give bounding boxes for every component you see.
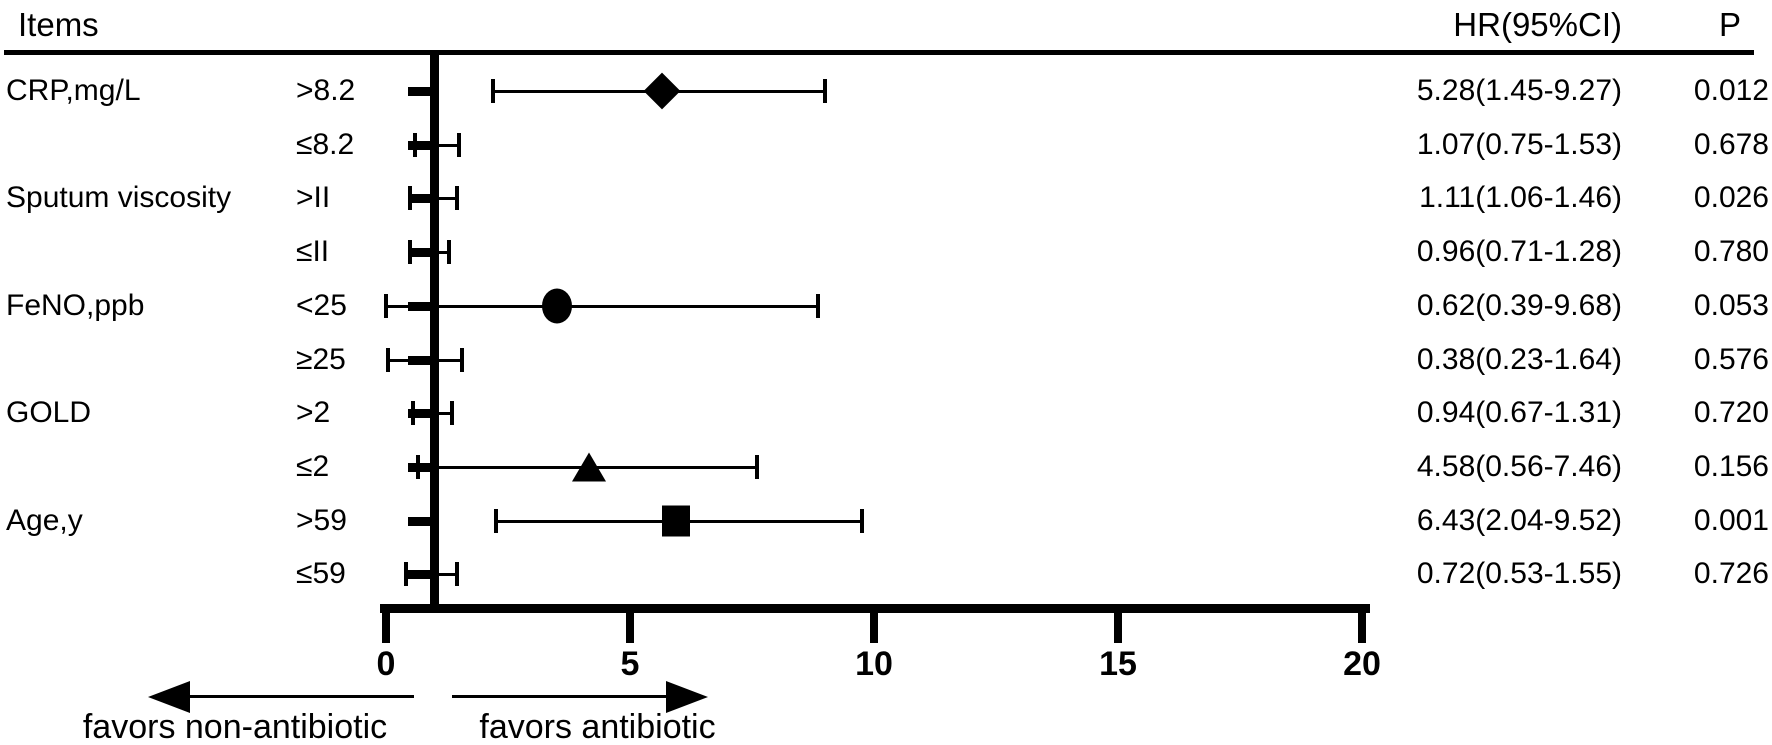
- x-axis-tick: [626, 612, 634, 643]
- ci-cap-low: [493, 508, 498, 533]
- p-value: 0.576: [1693, 342, 1769, 376]
- row-subgroup-label: >2: [296, 396, 331, 430]
- row-group-label: Age,y: [6, 503, 83, 537]
- hr-ci-value: 0.72(0.53-1.55): [1416, 557, 1622, 591]
- p-value: 0.156: [1693, 449, 1769, 483]
- ci-cap-high: [754, 454, 759, 479]
- estimate-dash: [408, 409, 439, 419]
- ci-cap-low: [491, 79, 496, 103]
- x-axis-tick: [1114, 612, 1122, 643]
- hr-ci-value: 5.28(1.45-9.27): [1416, 74, 1622, 107]
- p-value: 0.053: [1693, 288, 1769, 322]
- ci-cap-high: [859, 508, 864, 533]
- x-axis-line: [380, 604, 1370, 613]
- hr-ci-value: 0.62(0.39-9.68): [1416, 288, 1622, 322]
- x-axis-tick-label: 20: [1343, 645, 1381, 683]
- p-value: 0.780: [1693, 235, 1769, 269]
- ci-cap-high: [815, 293, 820, 318]
- square-marker: [662, 505, 691, 537]
- row-group-label: CRP,mg/L: [6, 74, 141, 107]
- row-subgroup-label: >8.2: [296, 74, 356, 107]
- estimate-dash: [408, 87, 439, 96]
- hr-ci-value: 6.43(2.04-9.52): [1416, 503, 1622, 537]
- header-rule: [4, 50, 1754, 55]
- estimate-dash: [408, 194, 439, 204]
- row-subgroup-label: ≤59: [296, 557, 346, 591]
- estimate-dash: [408, 140, 439, 150]
- p-value: 0.012: [1693, 74, 1769, 107]
- reference-line: [430, 50, 439, 613]
- row-subgroup-label: ≤2: [296, 449, 330, 483]
- ci-cap-low: [403, 562, 408, 587]
- ci-cap-low: [386, 347, 391, 372]
- ci-cap-high: [459, 347, 464, 372]
- ci-cap-high: [447, 240, 452, 265]
- ci-cap-high: [449, 401, 454, 426]
- x-axis-tick-label: 0: [376, 645, 396, 683]
- ci-cap-high: [823, 79, 828, 103]
- estimate-dash: [408, 301, 439, 311]
- x-axis-tick-label: 15: [1099, 645, 1137, 683]
- favors-antibiotic-label: favors antibiotic: [479, 708, 716, 745]
- row-subgroup-label: <25: [296, 288, 347, 322]
- row-group-label: GOLD: [6, 396, 92, 430]
- estimate-dash: [408, 570, 439, 580]
- row-subgroup-label: >59: [296, 503, 347, 537]
- row-subgroup-label: ≤II: [296, 235, 330, 269]
- column-header-hr-ci: HR(95%CI): [1453, 6, 1622, 43]
- estimate-dash: [408, 516, 439, 526]
- row-subgroup-label: >II: [296, 181, 331, 215]
- right-arrow-shaft: [452, 695, 670, 698]
- p-value: 0.720: [1693, 396, 1769, 430]
- estimate-dash: [408, 248, 439, 258]
- triangle-marker: [571, 452, 606, 482]
- hr-ci-value: 0.38(0.23-1.64): [1416, 342, 1622, 376]
- ci-cap-high: [457, 132, 462, 157]
- x-axis-tick-label: 5: [620, 645, 640, 683]
- diamond-marker: [643, 72, 681, 110]
- row-group-label: Sputum viscosity: [6, 181, 232, 215]
- p-value: 0.026: [1693, 181, 1769, 215]
- ci-cap-high: [454, 186, 459, 211]
- column-header-p: P: [1718, 6, 1741, 43]
- row-subgroup-label: ≥25: [296, 342, 346, 376]
- hr-ci-value: 0.96(0.71-1.28): [1416, 235, 1622, 269]
- p-value: 0.726: [1693, 557, 1769, 591]
- x-axis-tick: [1358, 612, 1366, 643]
- p-value: 0.001: [1693, 503, 1769, 537]
- hr-ci-value: 1.07(0.75-1.53): [1416, 127, 1622, 161]
- left-arrow-shaft: [182, 695, 414, 698]
- x-axis-tick-label: 10: [855, 645, 893, 683]
- ci-line: [386, 304, 818, 308]
- row-group-label: FeNO,ppb: [6, 288, 145, 322]
- left-arrow-icon: [148, 681, 190, 713]
- hr-ci-value: 1.11(1.06-1.46): [1419, 181, 1622, 215]
- favors-non-antibiotic-label: favors non-antibiotic: [82, 708, 388, 745]
- ci-cap-low: [384, 293, 388, 318]
- right-arrow-icon: [666, 681, 708, 713]
- p-value: 0.678: [1693, 127, 1769, 161]
- hr-ci-value: 4.58(0.56-7.46): [1416, 449, 1622, 483]
- ci-cap-high: [454, 562, 459, 587]
- estimate-dash: [408, 355, 439, 365]
- x-axis-tick: [870, 612, 878, 643]
- row-subgroup-label: ≤8.2: [296, 127, 355, 161]
- estimate-dash: [408, 462, 439, 472]
- x-axis-tick: [382, 612, 390, 643]
- circle-marker: [541, 288, 572, 324]
- column-header-items: Items: [18, 6, 99, 43]
- hr-ci-value: 0.94(0.67-1.31): [1416, 396, 1622, 430]
